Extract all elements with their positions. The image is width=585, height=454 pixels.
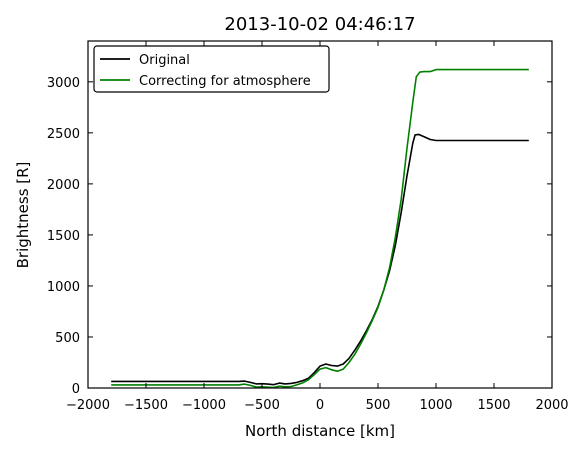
plot-frame (87, 40, 553, 389)
x-tick-label: −1000 (182, 398, 226, 413)
y-tick-label: 500 (55, 331, 80, 346)
y-axis-label: Brightness [R] (14, 162, 32, 269)
series-line-1 (111, 133, 529, 386)
tick-layer: −2000 −1500 −1000 −500 0 500 1000 1500 2000 0 500 1… (47, 41, 569, 413)
legend-label-1: Original (139, 53, 190, 68)
y-tick-label: 1500 (47, 229, 80, 244)
x-tick-label: −1500 (124, 398, 168, 413)
x-tick-label: 1000 (419, 398, 452, 413)
x-tick-label: 2000 (535, 398, 568, 413)
x-tick-label: −2000 (66, 398, 110, 413)
series-layer (111, 68, 529, 389)
x-axis-label: North distance [km] (245, 422, 395, 440)
y-tick-label: 2500 (47, 127, 80, 142)
legend-box (93, 45, 330, 93)
legend-label-2: Correcting for atmosphere (139, 74, 311, 89)
x-tick-label: −500 (244, 398, 280, 413)
legend: Original Correcting for atmosphere (93, 45, 330, 93)
chart-title: 2013-10-02 04:46:17 (224, 14, 415, 35)
y-tick-label: 2000 (47, 178, 80, 193)
x-tick-label: 1500 (477, 398, 510, 413)
x-tick-label: 500 (366, 398, 391, 413)
y-tick-label: 0 (72, 382, 80, 397)
x-tick-label: 0 (316, 398, 324, 413)
y-tick-label: 3000 (47, 76, 80, 91)
y-tick-label: 1000 (47, 280, 80, 295)
series-line-2 (111, 68, 529, 389)
